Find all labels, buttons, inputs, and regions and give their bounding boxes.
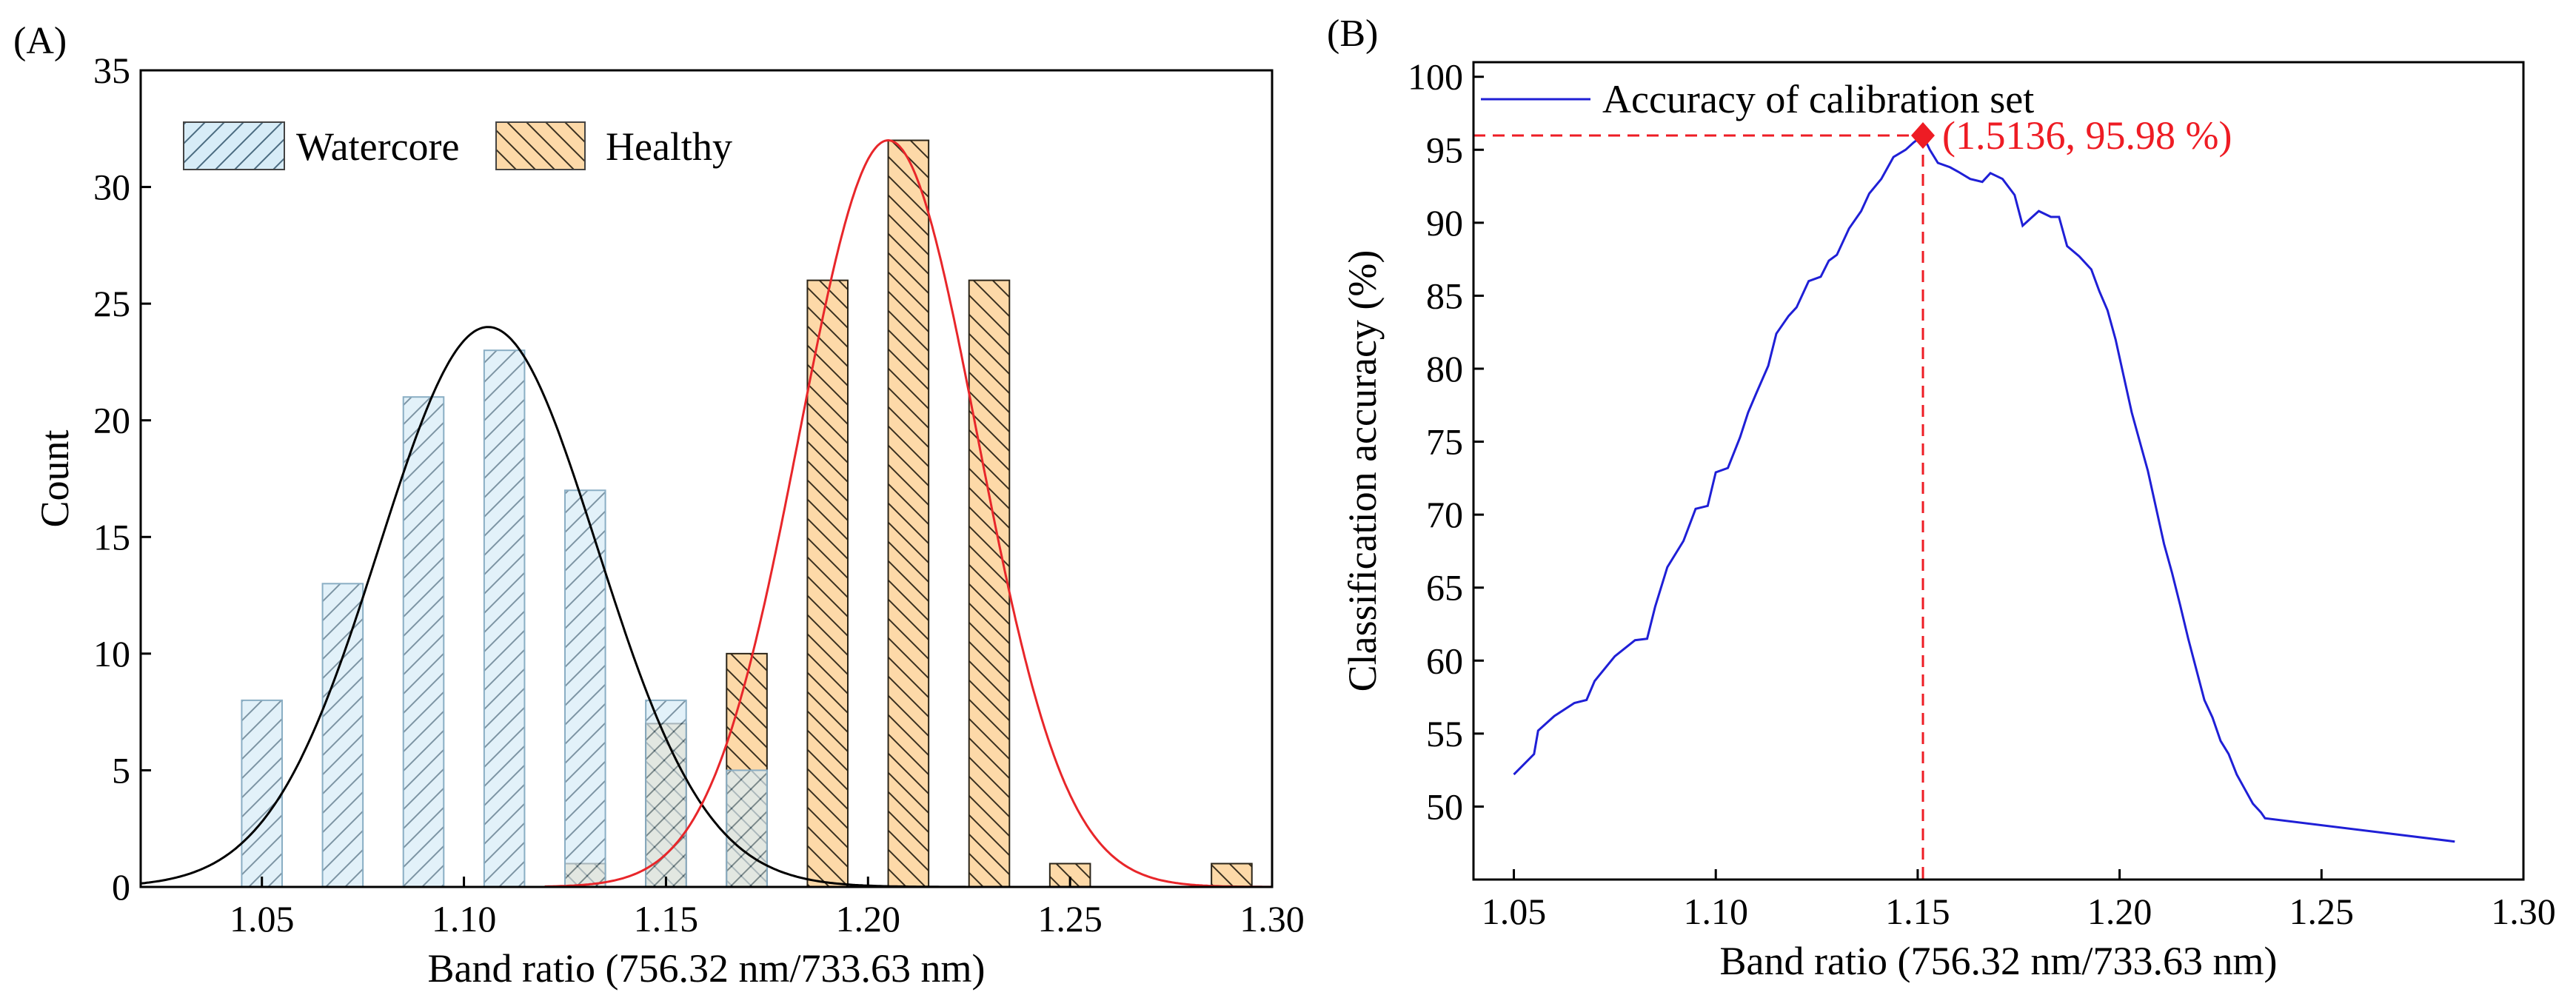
- annotation-marker: [1911, 121, 1936, 149]
- bar-watercore-1.15: [645, 699, 687, 888]
- fit-curve-watercore: [140, 326, 969, 888]
- x-tick-label: 1.10: [1683, 891, 1748, 932]
- bar-healthy-1.21: [887, 139, 930, 888]
- fit-curve-healthy: [544, 138, 1272, 888]
- panel-b-y-ticks: 50 55 60 65 70 75 80 85 90 95 100: [1408, 56, 1484, 827]
- y-tick-label: 10: [93, 633, 130, 674]
- x-tick-label: 1.25: [1037, 898, 1103, 940]
- bar-watercore-1.11: [483, 349, 526, 888]
- y-tick-label: 35: [93, 50, 130, 91]
- panel-b-y-axis-title: Classification accuracy (%): [1340, 250, 1385, 692]
- panel-b-annotation: (1.5136, 95.98 %): [1473, 113, 2232, 880]
- y-tick-label: 65: [1426, 567, 1463, 609]
- panel-b-plot-frame: [1472, 61, 2525, 881]
- x-tick-label: 1.05: [1482, 891, 1547, 932]
- x-tick-label: 1.10: [432, 898, 497, 940]
- panel-b-x-ticks: 1.05 1.10 1.15 1.20 1.25 1.30: [1482, 869, 2556, 932]
- bar-healthy-1.29: [1211, 863, 1253, 888]
- x-tick-label: 1.15: [634, 898, 699, 940]
- legend-label-accuracy: Accuracy of calibration set: [1602, 77, 2034, 121]
- x-tick-label: 1.20: [836, 898, 901, 940]
- panel-a: (A) 1.05 1.10 1.15 1.20 1.25 1.30 0 5 10 15 20 25 3…: [13, 20, 1305, 991]
- y-tick-label: 0: [112, 866, 130, 908]
- bar-watercore-1.05: [241, 699, 283, 888]
- y-tick-label: 85: [1426, 275, 1463, 316]
- panel-b: (B) (1.5136, 95.98 %) 1.05 1.10 1.15 1.20 1.…: [1327, 13, 2556, 983]
- y-tick-label: 75: [1426, 421, 1463, 463]
- legend-swatch-watercore: [183, 121, 285, 170]
- bar-watercore-1.13: [564, 489, 606, 888]
- panel-b-series: [1513, 133, 2455, 843]
- bar-watercore-1.07: [321, 583, 364, 888]
- annotation-label: (1.5136, 95.98 %): [1942, 113, 2232, 158]
- bar-watercore-1.09: [402, 396, 445, 888]
- legend-label-watercore: Watercore: [296, 124, 459, 169]
- y-tick-label: 70: [1426, 494, 1463, 535]
- y-tick-label: 90: [1426, 202, 1463, 244]
- panel-a-y-ticks: 0 5 10 15 20 25 30 35: [93, 50, 151, 908]
- bar-healthy-1.23: [968, 279, 1011, 888]
- panel-a-label: (A): [13, 20, 67, 62]
- y-tick-label: 55: [1426, 713, 1463, 754]
- panel-b-label: (B): [1327, 13, 1378, 55]
- y-tick-label: 30: [93, 167, 130, 208]
- bar-healthy-1.19: [806, 279, 849, 888]
- panel-a-y-axis-title: Count: [33, 429, 77, 527]
- panel-b-x-axis-title: Band ratio (756.32 nm/733.63 nm): [1720, 939, 2278, 983]
- x-tick-label: 1.20: [2087, 891, 2152, 932]
- panel-a-plot-frame: [139, 69, 1274, 888]
- y-tick-label: 5: [112, 749, 130, 791]
- x-tick-label: 1.05: [230, 898, 295, 940]
- panel-a-bars: [241, 139, 1253, 888]
- series-line-accuracy: [1513, 133, 2455, 843]
- y-tick-label: 20: [93, 400, 130, 441]
- panel-a-legend: Watercore Healthy: [183, 121, 732, 170]
- x-tick-label: 1.30: [2491, 891, 2556, 932]
- legend-label-healthy: Healthy: [606, 124, 732, 169]
- y-tick-label: 100: [1408, 56, 1463, 98]
- panel-a-fit-curves: [140, 138, 1272, 888]
- bar-watercore-1.17: [726, 769, 768, 888]
- panel-a-x-ticks: 1.05 1.10 1.15 1.20 1.25 1.30: [230, 877, 1305, 940]
- y-tick-label: 60: [1426, 640, 1463, 681]
- y-tick-label: 50: [1426, 786, 1463, 827]
- x-tick-label: 1.30: [1240, 898, 1305, 940]
- legend-swatch-healthy: [495, 121, 586, 170]
- x-tick-label: 1.25: [2289, 891, 2355, 932]
- y-tick-label: 25: [93, 283, 130, 324]
- y-tick-label: 95: [1426, 129, 1463, 170]
- y-tick-label: 80: [1426, 348, 1463, 389]
- panel-b-legend: Accuracy of calibration set: [1481, 77, 2034, 121]
- x-tick-label: 1.15: [1885, 891, 1950, 932]
- y-tick-label: 15: [93, 516, 130, 557]
- panel-a-x-axis-title: Band ratio (756.32 nm/733.63 nm): [428, 946, 986, 991]
